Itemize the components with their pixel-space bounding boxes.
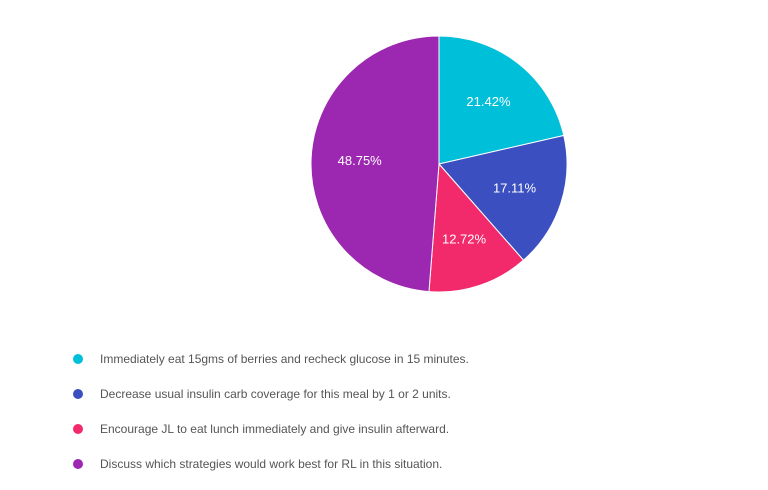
pie-chart: 21.42% 17.11% 12.72% 48.75% (310, 35, 568, 293)
legend-label: Immediately eat 15gms of berries and rec… (100, 351, 469, 366)
legend-marker-icon (73, 388, 83, 399)
pie-slice-label-2: 17.11% (493, 180, 537, 195)
pie-slice-1[interactable] (438, 35, 565, 165)
pie-slice-label-4: 48.75% (338, 153, 383, 168)
pie-slice-2[interactable] (438, 134, 568, 261)
legend-label: Discuss which strategies would work best… (100, 456, 443, 471)
legend-marker-icon (73, 458, 83, 469)
legend-item-3[interactable]: Encourage JL to eat lunch immediately an… (73, 411, 469, 446)
pie-slice-3[interactable] (428, 162, 525, 293)
legend-label: Encourage JL to eat lunch immediately an… (100, 421, 450, 436)
pie-slice-4[interactable] (310, 35, 440, 293)
pie-slice-label-1: 21.42% (466, 94, 511, 109)
legend-item-2[interactable]: Decrease usual insulin carb coverage for… (73, 376, 469, 411)
chart-legend: Immediately eat 15gms of berries and rec… (73, 341, 469, 481)
legend-marker-icon (73, 423, 83, 434)
legend-item-1[interactable]: Immediately eat 15gms of berries and rec… (73, 341, 469, 376)
legend-item-4[interactable]: Discuss which strategies would work best… (73, 446, 469, 481)
legend-label: Decrease usual insulin carb coverage for… (100, 386, 451, 401)
legend-marker-icon (73, 353, 83, 364)
pie-slice-label-3: 12.72% (442, 231, 487, 246)
